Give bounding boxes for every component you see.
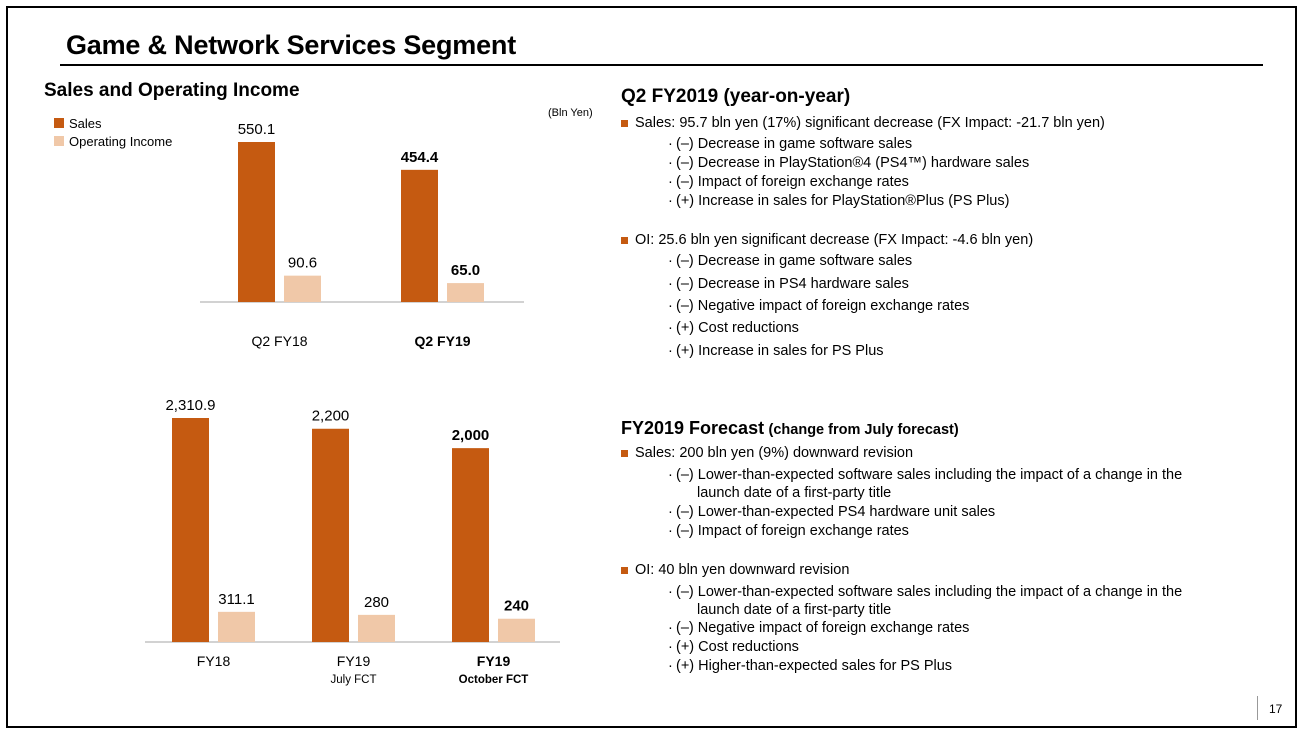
chart-section-heading: Sales and Operating Income (44, 80, 300, 101)
list-item: · (–) Impact of foreign exchange rates (668, 523, 909, 539)
data-label: 550.1 (238, 121, 276, 138)
unit-label: (Bln Yen) (548, 107, 593, 119)
fy-oi-text: OI: 40 bln yen downward revision (635, 562, 850, 578)
list-item: · (+) Increase in sales for PlayStation®P… (668, 193, 1010, 209)
category-sublabel: July FCT (331, 674, 377, 686)
category-label: Q2 FY19 (414, 333, 470, 349)
category-label: FY19 (337, 653, 371, 669)
list-item: · (+) Cost reductions (668, 320, 799, 336)
bullet-square (621, 237, 628, 244)
bar-operating-income (447, 283, 484, 302)
category-label: FY19 (477, 653, 511, 669)
bar-sales (172, 418, 209, 642)
fy-sales-text: Sales: 200 bln yen (9%) downward revisio… (635, 445, 914, 461)
bar-operating-income (358, 614, 395, 642)
fy-oi-bullet: OI: 40 bln yen downward revision (621, 562, 849, 578)
list-item: · (–) Lower-than-expected PS4 hardware un… (668, 504, 996, 520)
data-label: 454.4 (401, 149, 439, 166)
data-label: 311.1 (218, 591, 254, 608)
data-label: 65.0 (451, 262, 480, 279)
list-item: · (–) Decrease in PlayStation®4 (PS4™) ha… (668, 155, 1030, 171)
bar-operating-income (498, 618, 535, 642)
category-sublabel: October FCT (459, 674, 529, 686)
list-item: · (+) Higher-than-expected sales for PS P… (668, 658, 953, 674)
page-number: 17 (1257, 696, 1282, 720)
legend-item-operating-income: Operating Income (54, 132, 172, 150)
bullet-square (621, 450, 628, 457)
chart-legend: Sales Operating Income (54, 114, 172, 150)
list-item: · (–) Impact of foreign exchange rates (668, 174, 909, 190)
list-item: · (–) Negative impact of foreign exchange… (668, 298, 970, 314)
data-label: 90.6 (288, 255, 317, 272)
fy-heading-sub: (change from July forecast) (768, 422, 959, 438)
q2-sales-bullet: Sales: 95.7 bln yen (17%) significant de… (621, 115, 1105, 131)
q2-oi-text: OI: 25.6 bln yen significant decrease (F… (635, 232, 1034, 248)
list-item: · (–) Decrease in game software sales (668, 136, 913, 152)
list-item: · (–) Decrease in game software sales (668, 253, 913, 269)
legend-label-sales: Sales (69, 115, 102, 131)
list-item: · (–) Decrease in PS4 hardware sales (668, 276, 909, 292)
fy-heading-main: FY2019 Forecast (621, 418, 765, 438)
q2-sales-text: Sales: 95.7 bln yen (17%) significant de… (635, 115, 1105, 131)
list-item: · (–) Lower-than-expected software sales … (668, 584, 1183, 618)
slide-title: Game & Network Services Segment (66, 30, 516, 60)
category-label: Q2 FY18 (251, 333, 307, 349)
legend-swatch-operating-income (54, 136, 64, 146)
bullet-square (621, 567, 628, 574)
data-label: 2,000 (452, 427, 490, 444)
legend-label-operating-income: Operating Income (69, 133, 173, 149)
q2-heading: Q2 FY2019 (year-on-year) (621, 86, 851, 107)
bar-sales (401, 169, 438, 302)
data-label: 240 (504, 598, 529, 615)
category-label: FY18 (197, 653, 231, 669)
fy-heading: FY2019 Forecast (change from July foreca… (621, 418, 959, 439)
legend-swatch-sales (54, 118, 64, 128)
bar-operating-income (218, 611, 255, 642)
slide-frame (6, 6, 1297, 728)
bar-sales (452, 448, 489, 642)
list-item: · (+) Increase in sales for PS Plus (668, 343, 884, 359)
list-item: · (+) Cost reductions (668, 639, 799, 655)
data-label: 280 (364, 594, 389, 611)
q2-oi-bullet: OI: 25.6 bln yen significant decrease (F… (621, 232, 1033, 248)
bar-operating-income (284, 275, 321, 302)
title-divider (60, 64, 1263, 66)
bar-sales (312, 428, 349, 642)
data-label: 2,200 (312, 408, 350, 425)
data-label: 2,310.9 (165, 397, 215, 414)
list-item: · (–) Negative impact of foreign exchange… (668, 620, 970, 636)
fy-sales-bullet: Sales: 200 bln yen (9%) downward revisio… (621, 445, 913, 461)
bar-sales (238, 142, 275, 302)
list-item: · (–) Lower-than-expected software sales … (668, 467, 1183, 501)
bullet-square (621, 120, 628, 127)
legend-item-sales: Sales (54, 114, 172, 132)
